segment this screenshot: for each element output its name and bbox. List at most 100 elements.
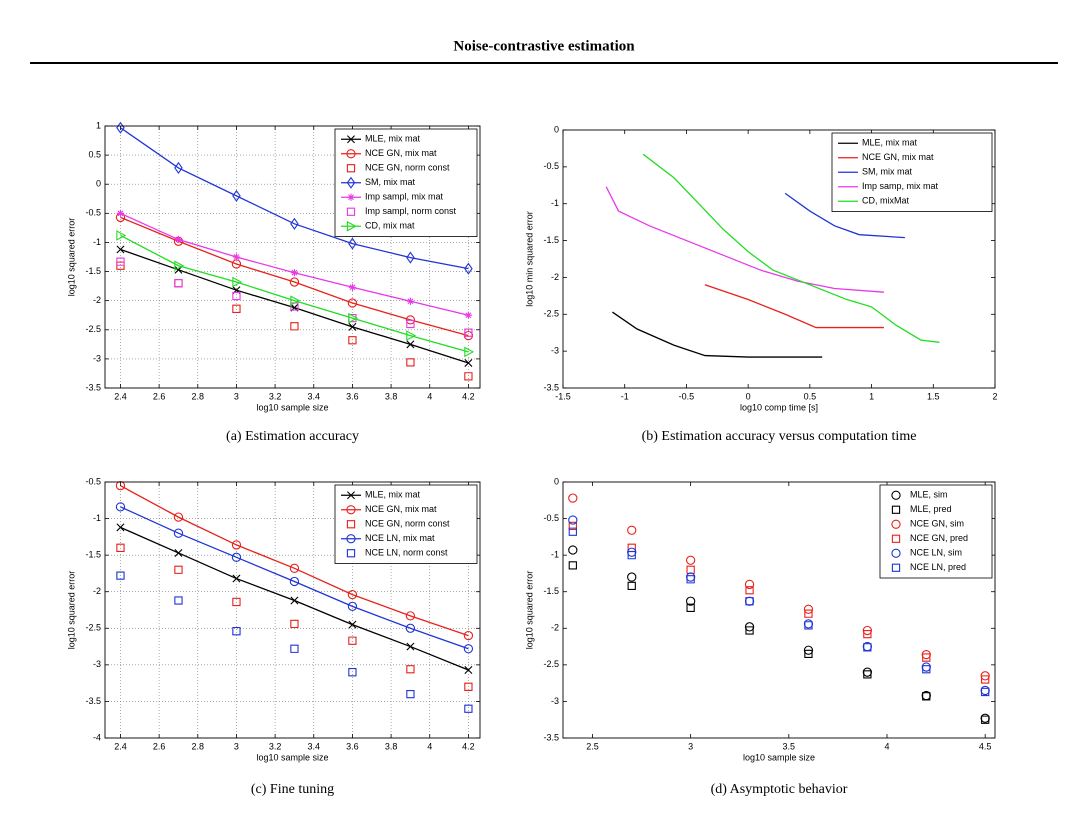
y-tick-label: 0.5: [88, 149, 101, 159]
y-tick-label: -2: [93, 586, 101, 596]
data-marker: [174, 279, 183, 288]
y-tick-label: -0.5: [85, 476, 101, 486]
x-tick-label: 3.6: [346, 741, 359, 751]
legend-marker: [346, 220, 357, 232]
data-marker: [347, 298, 358, 308]
axes-frame: [562, 481, 996, 739]
legend-marker: [346, 176, 356, 189]
data-marker: [348, 322, 357, 331]
legend-box: [831, 132, 993, 212]
data-marker: [568, 493, 578, 503]
series-line: [120, 127, 469, 270]
y-tick-label: 0: [554, 476, 559, 486]
data-marker: [463, 630, 474, 641]
y-tick-label: -0.5: [543, 513, 559, 523]
data-marker: [116, 261, 125, 270]
data-marker: [981, 715, 990, 724]
y-axis-label: log10 squared error: [66, 571, 76, 650]
data-marker: [174, 565, 183, 574]
legend-label: MLE, mix mat: [365, 134, 421, 144]
data-marker: [348, 283, 357, 291]
data-marker: [686, 603, 695, 612]
legend-label: NCE LN, norm const: [365, 548, 448, 558]
legend-marker: [891, 548, 901, 558]
y-tick-label: 1: [96, 120, 101, 130]
data-marker: [289, 576, 300, 587]
x-tick-label: -0.5: [679, 391, 695, 401]
data-marker: [568, 527, 577, 536]
data-marker: [348, 237, 357, 250]
data-marker: [406, 358, 415, 367]
data-marker: [745, 586, 754, 595]
data-marker: [568, 545, 578, 555]
x-tick-label: 3: [234, 741, 239, 751]
data-marker: [232, 574, 241, 583]
data-marker: [863, 629, 872, 639]
data-marker: [115, 481, 126, 491]
data-marker: [174, 161, 183, 174]
data-marker: [406, 297, 415, 305]
legend-marker: [347, 135, 355, 144]
x-axis-label: log10 comp time [s]: [740, 402, 818, 412]
data-marker: [406, 251, 415, 264]
data-marker: [231, 259, 242, 269]
y-tick-label: -1: [551, 198, 559, 208]
data-marker: [406, 330, 417, 341]
data-marker: [627, 525, 637, 535]
series-line: [642, 153, 940, 343]
y-tick-label: -3.5: [85, 696, 101, 706]
data-marker: [406, 319, 415, 329]
x-axis-label: log10 sample size: [743, 752, 815, 762]
data-marker: [686, 575, 695, 584]
x-tick-label: 4.2: [462, 391, 475, 401]
legend-label: MLE, mix mat: [862, 138, 918, 148]
y-axis-label: log10 squared error: [66, 218, 76, 297]
x-tick-label: 0.5: [804, 391, 817, 401]
legend-label: NCE GN, mix mat: [365, 504, 437, 514]
y-tick-label: -2.5: [85, 623, 101, 633]
y-tick-label: -4: [93, 732, 101, 742]
data-marker: [981, 687, 990, 697]
data-marker: [348, 620, 357, 629]
series-line: [120, 485, 469, 637]
data-marker: [232, 627, 241, 636]
data-marker: [116, 523, 125, 532]
x-tick-label: 4: [427, 391, 432, 401]
x-axis-label: log10 sample size: [256, 752, 328, 762]
data-marker: [406, 689, 415, 699]
y-tick-label: -2.5: [543, 309, 559, 319]
data-marker: [290, 596, 299, 605]
y-axis-label: log10 min squared error: [524, 211, 534, 307]
data-marker: [173, 512, 184, 522]
legend-label: NCE GN, norm const: [365, 163, 450, 173]
data-marker: [289, 563, 300, 573]
data-marker: [290, 322, 299, 331]
y-tick-label: -1: [93, 237, 101, 247]
data-marker: [289, 277, 300, 287]
legend-label: CD, mix mat: [365, 221, 415, 231]
data-marker: [115, 502, 126, 512]
data-marker: [231, 552, 242, 562]
data-marker: [804, 621, 813, 630]
data-marker: [231, 540, 242, 550]
axes-frame: [104, 481, 481, 739]
y-tick-label: -1: [551, 550, 559, 560]
caption: (c) Fine tuning: [251, 782, 334, 797]
y-tick-label: -1.5: [543, 235, 559, 245]
series-line: [120, 234, 469, 353]
x-tick-label: 3: [688, 741, 693, 751]
legend-marker: [346, 207, 356, 216]
y-tick-label: -3.5: [85, 382, 101, 392]
data-marker: [232, 291, 241, 301]
legend-label: MLE, sim: [910, 490, 948, 500]
data-marker: [290, 295, 301, 306]
series-line: [120, 506, 469, 650]
data-marker: [348, 312, 359, 324]
data-marker: [464, 358, 473, 367]
data-marker: [115, 212, 126, 223]
legend-box: [879, 484, 993, 579]
x-tick-label: 3.8: [385, 391, 398, 401]
data-marker: [348, 668, 357, 677]
series-line: [704, 284, 884, 329]
data-marker: [627, 581, 636, 591]
